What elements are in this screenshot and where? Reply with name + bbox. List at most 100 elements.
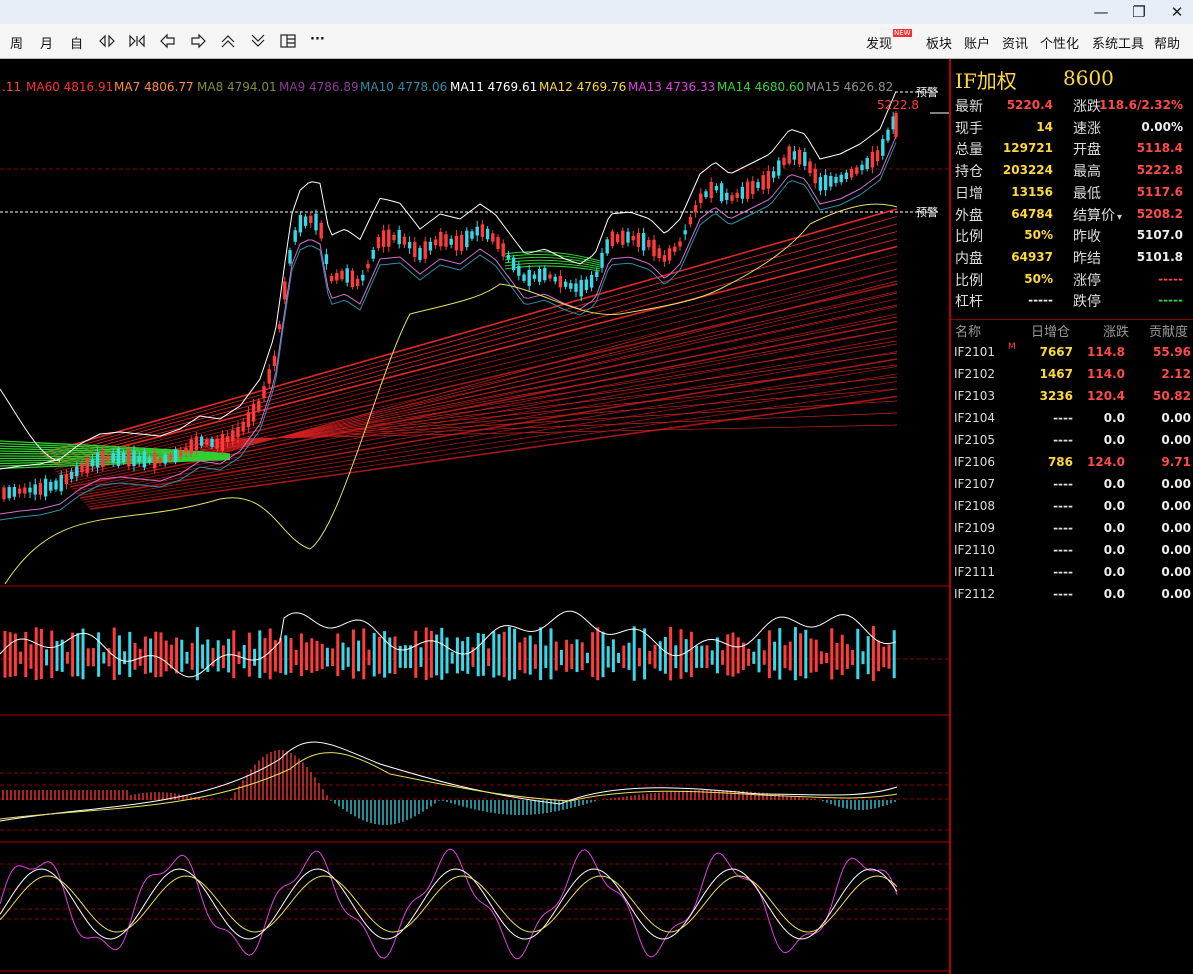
contract-row[interactable]: IF2112 ---- 0.0 0.00 (951, 587, 1193, 607)
volume-bar (185, 651, 189, 664)
volume-bar (565, 639, 569, 672)
candle-body (251, 403, 256, 422)
volume-bar (466, 636, 470, 674)
volume-bar (778, 628, 782, 680)
candle-body (704, 191, 708, 198)
candle-body (163, 454, 167, 464)
candle-body (267, 369, 271, 384)
contract-row[interactable]: IF2106 786 124.0 9.71 (951, 455, 1193, 475)
volume-bar (835, 642, 839, 670)
move-left-icon[interactable] (159, 33, 177, 49)
volume-bar (799, 633, 803, 677)
col-header-name[interactable]: 名称 (955, 325, 982, 340)
contract-row[interactable]: IF2109 ---- 0.0 0.00 (951, 521, 1193, 541)
candle-body (33, 484, 37, 495)
volume-bar (845, 644, 849, 669)
volume-bar (19, 651, 23, 664)
discover-menu[interactable]: 发现 (866, 37, 893, 52)
symbol-code: 8600 (1063, 66, 1114, 90)
high-price-label: 5222.8 (877, 98, 919, 112)
candle-body (600, 252, 604, 268)
volume-bar (221, 645, 225, 669)
period-custom-button[interactable]: 自 (70, 37, 84, 52)
ma-legend-item: .11 (2, 80, 21, 94)
menu-sector[interactable]: 板块 (926, 37, 953, 52)
ma-fan-line (199, 412, 898, 442)
col-header-contribution[interactable]: 贡献度 (1149, 325, 1189, 340)
contract-contribution: 0.00 (1161, 587, 1191, 601)
contract-row[interactable]: IF2111 ---- 0.0 0.00 (951, 565, 1193, 585)
menu-account[interactable]: 账户 (964, 37, 991, 52)
contract-row[interactable]: IF2104 ---- 0.0 0.00 (951, 411, 1193, 431)
col-header-change[interactable]: 涨跌 (1103, 325, 1130, 340)
contract-row[interactable]: IF2105 ---- 0.0 0.00 (951, 433, 1193, 453)
candle-body (849, 168, 854, 178)
volume-bar (627, 642, 631, 670)
volume-bar (637, 648, 641, 667)
candle-body (719, 183, 724, 202)
volume-bar (325, 647, 329, 667)
contract-name: IF2104 (954, 411, 995, 425)
contract-row[interactable]: IF2102 1467 114.0 2.12 (951, 367, 1193, 387)
ma-legend-item: MA13 4736.33 (628, 80, 715, 94)
layout-icon[interactable] (279, 33, 297, 49)
menu-news[interactable]: 资讯 (1002, 37, 1029, 52)
volume-bar (65, 651, 69, 664)
candle-body (345, 268, 349, 283)
contract-row[interactable]: IF2107 ---- 0.0 0.00 (951, 477, 1193, 497)
candle-body (444, 234, 448, 247)
candle-body (43, 478, 48, 497)
quote-value: 203224 (1002, 163, 1053, 178)
volume-bar (299, 633, 303, 677)
move-right-icon[interactable] (189, 33, 207, 49)
volume-bar (861, 651, 865, 665)
candle-body (636, 233, 641, 247)
quote-label: 结算价 ▾ (1073, 207, 1123, 224)
candle-body (173, 449, 178, 462)
kline-chart[interactable]: .11 MA60 4816.91 MA7 4806.77 MA8 4794.01 MA9… (0, 59, 949, 974)
quote-value: 5220.4 (1006, 98, 1053, 112)
contract-row[interactable]: IF2103 3236 120.4 50.82 (951, 389, 1193, 409)
quote-label: 杠杆 (955, 294, 983, 311)
volume-bar (767, 630, 771, 679)
volume-bar (414, 630, 418, 678)
quote-value: 5117.6 (1136, 184, 1183, 199)
zoom-in-icon[interactable] (98, 33, 116, 49)
candle-body (189, 439, 193, 454)
volume-bar (450, 652, 454, 664)
dropdown-arrow-icon[interactable]: ▾ (1117, 211, 1123, 223)
restore-button[interactable]: ❐ (1132, 3, 1146, 21)
contract-row[interactable]: IF2101 M 7667 114.8 55.96 (951, 342, 1193, 365)
quote-value: 118.6/2.32% (1099, 98, 1183, 112)
menu-help[interactable]: 帮助 (1154, 37, 1181, 52)
candle-body (688, 216, 693, 225)
ma-legend-item: MA7 4806.77 (114, 80, 194, 94)
menu-personalize[interactable]: 个性化 (1040, 37, 1080, 52)
expand-icon[interactable] (249, 33, 267, 49)
contract-row[interactable]: IF2110 ---- 0.0 0.00 (951, 543, 1193, 563)
ma-fan-line (49, 245, 898, 466)
menu-system-tools[interactable]: 系统工具 (1092, 37, 1145, 52)
zoom-out-icon[interactable] (128, 33, 146, 49)
collapse-icon[interactable] (219, 33, 237, 49)
period-month-button[interactable]: 月 (40, 37, 54, 52)
volume-bar (892, 630, 896, 679)
volume-bar (689, 631, 693, 678)
candle-body (407, 242, 412, 249)
volume-bar (232, 630, 236, 679)
more-icon[interactable]: ··· (310, 32, 325, 47)
quote-value: 50% (1024, 228, 1053, 243)
contract-change: 0.0 (1103, 433, 1125, 447)
quote-label: 昨结 (1073, 250, 1101, 267)
close-button[interactable]: ✕ (1170, 3, 1184, 21)
contract-row[interactable]: IF2108 ---- 0.0 0.00 (951, 499, 1193, 519)
candle-body (439, 231, 443, 247)
candle-body (423, 241, 427, 259)
volume-bar (346, 647, 350, 667)
period-week-button[interactable]: 周 (10, 37, 24, 52)
candle-body (194, 436, 199, 451)
candle-body (511, 257, 516, 271)
minimize-button[interactable]: — (1093, 3, 1109, 21)
open-interest-line (0, 610, 897, 678)
col-header-increase[interactable]: 日增仓 (1031, 325, 1071, 340)
